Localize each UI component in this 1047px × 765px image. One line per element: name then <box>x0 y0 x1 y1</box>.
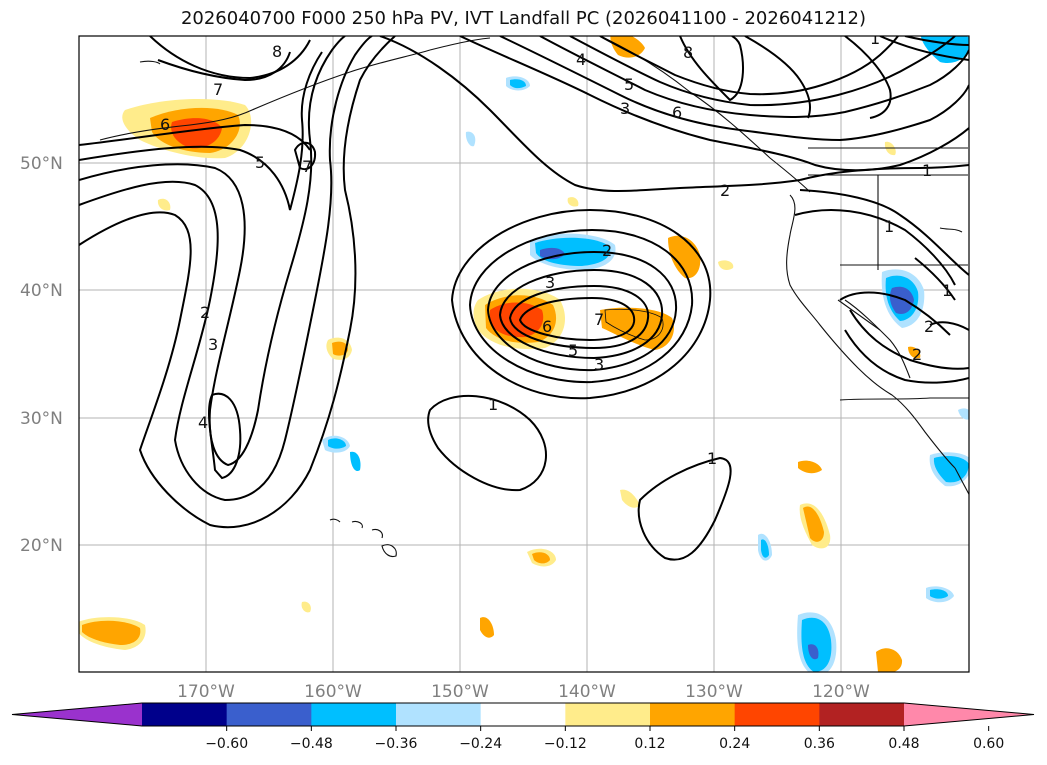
colorbar: −0.60 −0.48 −0.36 −0.24 −0.12 0.12 0.24 0.36 0.4… <box>11 702 1035 752</box>
colorbar-extend-high <box>904 703 1034 726</box>
pv-contours <box>79 36 969 561</box>
contour-label: 1 <box>870 29 880 48</box>
colorbar-segment <box>565 703 651 726</box>
contour-label: 4 <box>576 50 586 69</box>
colorbar-segment <box>396 703 482 726</box>
colorbar-tick-label: −0.36 <box>375 736 418 752</box>
colorbar-tick-label: −0.60 <box>205 736 248 752</box>
ivt-negative-anomalies <box>322 36 969 672</box>
longitude-labels: 170°W 160°W 150°W 140°W 130°W 120°W <box>177 682 870 702</box>
colorbar-tick-label: 0.60 <box>973 736 1004 752</box>
contour-label: 5 <box>568 341 578 360</box>
map-title: 2026040700 F000 250 hPa PV, IVT Landfall… <box>180 8 867 29</box>
contour-label: 8 <box>683 43 693 62</box>
colorbar-tick-label: −0.24 <box>459 736 502 752</box>
contour-label: 7 <box>302 157 312 176</box>
contour-label: 3 <box>545 273 555 292</box>
contour-label: 5 <box>255 153 265 172</box>
lat-label: 40°N <box>20 281 63 301</box>
contour-label: 1 <box>488 395 498 414</box>
colorbar-outline <box>11 702 1035 727</box>
contour-label: 6 <box>160 115 170 134</box>
contour-label: 2 <box>720 181 730 200</box>
colorbar-segment <box>819 703 905 726</box>
colorbar-segment <box>734 703 820 726</box>
pv-contour-labels: 8 7 6 5 7 4 3 2 8 6 5 3 4 5 6 7 2 3 2 1 … <box>160 29 952 468</box>
contour-label: 1 <box>707 449 717 468</box>
contour-label: 1 <box>942 281 952 300</box>
contour-label: 4 <box>198 413 208 432</box>
contour-label: 8 <box>272 42 282 61</box>
colorbar-segment <box>311 703 397 726</box>
contour-label: 7 <box>594 310 604 329</box>
contour-label: 3 <box>208 335 218 354</box>
colorbar-tick-label: −0.12 <box>544 736 587 752</box>
contour-label: 2 <box>602 241 612 260</box>
contour-label: 6 <box>672 103 682 122</box>
colorbar-tick-label: −0.48 <box>290 736 333 752</box>
contour-label: 2 <box>200 303 210 322</box>
contour-label: 1 <box>884 217 894 236</box>
lon-label: 150°W <box>431 682 489 702</box>
colorbar-segment <box>650 703 736 726</box>
contour-label: 1 <box>922 161 932 180</box>
latitude-labels: 50°N 40°N 30°N 20°N <box>20 154 63 556</box>
colorbar-tick-label: 0.36 <box>804 736 835 752</box>
colorbar-extend-low <box>12 703 142 726</box>
contour-label: 3 <box>594 355 604 374</box>
colorbar-tick-label: 0.48 <box>888 736 919 752</box>
lat-label: 20°N <box>20 536 63 556</box>
colorbar-segment <box>480 703 566 726</box>
lon-label: 140°W <box>558 682 616 702</box>
colorbar-tick-label: 0.12 <box>634 736 665 752</box>
lon-label: 120°W <box>812 682 870 702</box>
contour-label: 2 <box>912 345 922 364</box>
colorbar-segment <box>142 703 228 726</box>
contour-label: 5 <box>624 75 634 94</box>
lat-label: 30°N <box>20 409 63 429</box>
contour-label: 7 <box>213 80 223 99</box>
contour-label: 2 <box>924 317 934 336</box>
lon-label: 170°W <box>177 682 235 702</box>
contour-label: 3 <box>620 99 630 118</box>
map-frame <box>78 35 970 673</box>
colorbar-segment <box>226 703 312 726</box>
coastlines <box>99 36 969 558</box>
contour-label: 6 <box>542 317 552 336</box>
colorbar-tick-label: 0.24 <box>719 736 750 752</box>
lon-label: 130°W <box>685 682 743 702</box>
lat-label: 50°N <box>20 154 63 174</box>
lon-label: 160°W <box>304 682 362 702</box>
